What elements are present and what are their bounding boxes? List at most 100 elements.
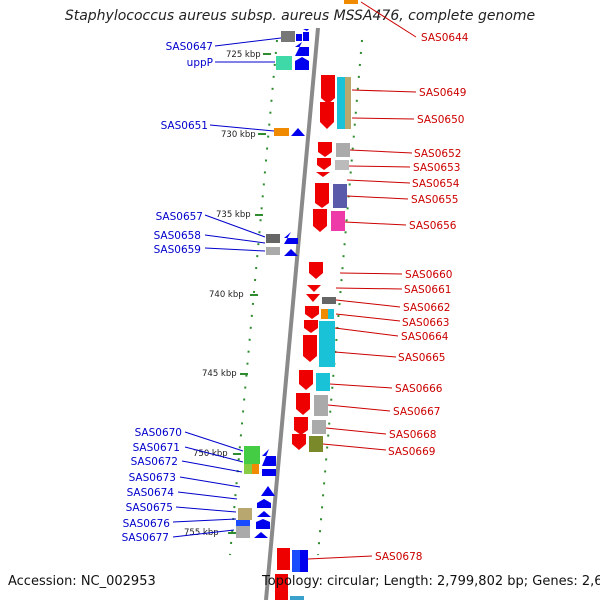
gene-label: SAS0653 [413, 162, 460, 174]
gene-arrow [316, 172, 330, 177]
feature-hit [276, 56, 292, 70]
leader-line [184, 446, 244, 463]
gene-arrow [299, 370, 313, 390]
scale-label: 725 kbp [226, 50, 261, 60]
scale-label: 740 kbp [209, 290, 244, 300]
genome-info-text: Topology: circular; Length: 2,799,802 bp… [262, 574, 600, 589]
gene-arrow [284, 249, 298, 256]
feature-hit [335, 160, 349, 170]
leader-line [334, 351, 397, 358]
leader-line [184, 431, 244, 452]
gene-arrow [295, 42, 309, 56]
gene-arrow [315, 183, 329, 208]
feature-hit [331, 211, 345, 231]
gene-label: SAS0675 [126, 502, 173, 514]
leader-line [329, 383, 393, 389]
scale-label: 730 kbp [221, 130, 256, 140]
gene-arrow [307, 285, 321, 292]
accession-text: Accession: NC_002953 [8, 574, 156, 589]
leader-line [346, 195, 409, 200]
gene-label: SAS0656 [409, 220, 457, 232]
feature-hit [333, 184, 347, 208]
feature-hit [238, 508, 252, 520]
gene-arrow [303, 29, 309, 31]
gene-arrow [317, 158, 331, 170]
gene-label: SAS0663 [402, 317, 449, 329]
gene-label: SAS0652 [414, 148, 461, 160]
feature-hit [300, 550, 308, 572]
right-feature-hits [290, 0, 358, 600]
gene-arrow [256, 519, 270, 529]
gene-label: SAS0658 [154, 230, 201, 242]
feature-hit [328, 309, 334, 319]
right-labels: SAS0644 SAS0649 SAS0650 SAS0652 SAS0653 … [375, 32, 469, 563]
gene-arrow [277, 548, 290, 570]
right-leader-lines [307, 1, 417, 560]
gene-arrow [296, 34, 302, 41]
gene-arrow [318, 142, 332, 157]
feature-hit [266, 234, 280, 243]
leader-line [307, 555, 373, 560]
leader-line [335, 287, 403, 290]
feature-hit [321, 309, 328, 319]
leader-line [351, 89, 417, 93]
gene-label: SAS0657 [156, 211, 203, 223]
gene-label: SAS0672 [131, 456, 178, 468]
gene-arrow [275, 574, 288, 600]
gene-arrow [303, 32, 309, 41]
leader-line [325, 427, 387, 435]
feature-hit [244, 446, 260, 464]
feature-hit [309, 436, 323, 452]
gene-arrow [291, 128, 305, 136]
gene-label: SAS0644 [421, 32, 469, 44]
leader-line [339, 272, 403, 275]
forward-strand-genes [275, 75, 335, 600]
leader-line [181, 460, 243, 473]
gene-label: SAS0666 [395, 383, 443, 395]
gene-label: SAS0660 [405, 269, 452, 281]
gene-label: SAS0654 [412, 178, 460, 190]
gene-arrow [262, 449, 276, 466]
leader-line [322, 443, 387, 451]
gene-label: SAS0674 [127, 487, 175, 499]
leader-line [348, 165, 411, 168]
leader-line [179, 476, 241, 488]
leader-line [360, 1, 417, 38]
scale-ticks [228, 53, 271, 534]
feature-hit [266, 247, 280, 255]
feature-hit [290, 596, 304, 600]
gene-arrow [284, 232, 298, 244]
gene-label: uppP [187, 57, 213, 69]
feature-hit [316, 373, 330, 391]
gene-arrow [262, 469, 276, 476]
feature-hit [274, 128, 289, 136]
gene-label: SAS0665 [398, 352, 445, 364]
scale-label: 755 kbp [184, 528, 219, 538]
gene-arrow [295, 57, 309, 70]
left-labels: SAS0647 uppP SAS0651 SAS0657 SAS0658 SAS… [122, 41, 213, 544]
gene-arrow [306, 294, 320, 302]
gene-label: SAS0671 [133, 442, 180, 454]
scale-label: 735 kbp [216, 210, 251, 220]
feature-hit [252, 464, 259, 474]
gene-arrow [292, 434, 306, 450]
gene-label: SAS0670 [135, 427, 182, 439]
gene-label: SAS0649 [419, 87, 466, 99]
leader-line [204, 214, 266, 238]
feature-hit [314, 395, 328, 416]
feature-hit [336, 143, 350, 157]
feature-hit [344, 0, 358, 4]
gene-arrow [261, 486, 275, 496]
gene-arrow [321, 75, 335, 104]
gene-arrow [257, 499, 271, 508]
gene-arrow [305, 306, 319, 319]
feature-hit [236, 520, 250, 526]
gene-arrow [304, 320, 318, 333]
scale-label: 745 kbp [202, 369, 237, 379]
gene-label: SAS0659 [154, 244, 201, 256]
feature-hit [244, 464, 252, 474]
gene-label: SAS0668 [389, 429, 436, 441]
leader-line [334, 327, 399, 337]
feature-hit [345, 77, 351, 129]
